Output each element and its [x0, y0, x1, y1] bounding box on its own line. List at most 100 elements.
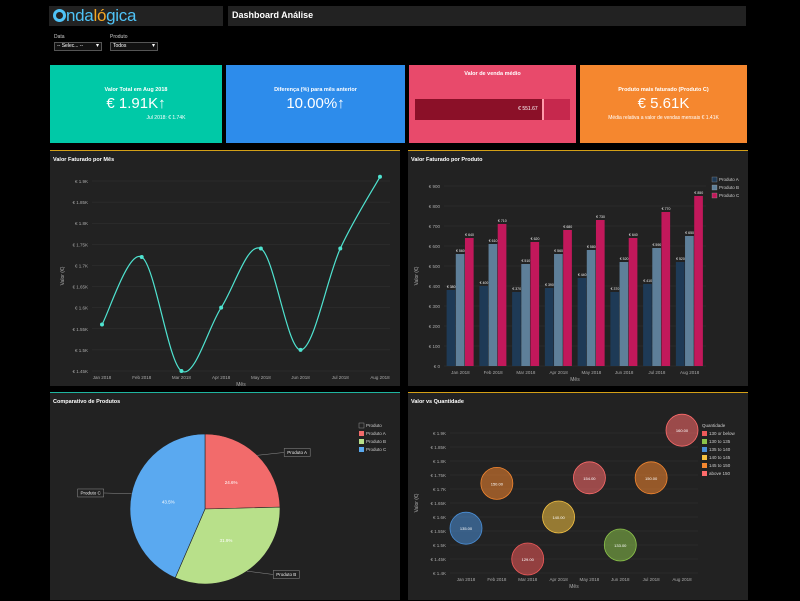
legend-label: Produto C — [719, 193, 740, 198]
bubble-chart[interactable]: € 1.4K € 1.45K € 1.5K € 1.55K € 1.6K € 1.65K €… — [408, 393, 748, 601]
x-axis-label: Mês — [570, 377, 580, 383]
bar — [675, 262, 685, 366]
bar-data-label: € 610 — [489, 239, 498, 243]
bar-data-label: € 850 — [694, 191, 703, 195]
bar-data-label: € 620 — [531, 237, 540, 241]
logo-part-4: gica — [106, 6, 137, 25]
x-tick-label: Jul 2018 — [332, 375, 350, 380]
bar — [544, 288, 554, 366]
product-filter: Produto Todos — [110, 34, 158, 51]
y-tick-label: € 1.9K — [75, 179, 88, 184]
kpi-subtext: Média relativa a valor de vendas mensais… — [608, 115, 719, 121]
y-tick-label: € 1.6K — [433, 515, 446, 520]
callout-line — [246, 570, 274, 575]
data-point — [298, 347, 303, 352]
legend-label: 135 to 140 — [709, 447, 731, 452]
y-tick-label: € 1.55K — [430, 529, 446, 534]
bubble — [480, 467, 514, 500]
x-axis-label: Mês — [569, 584, 579, 590]
legend-swatch — [359, 439, 364, 444]
x-tick-label: Jan 2018 — [451, 370, 470, 375]
x-tick-label: Mar 2018 — [518, 577, 538, 582]
bubble — [665, 413, 699, 447]
pie-slice — [129, 433, 206, 579]
legend-swatch — [702, 455, 707, 460]
bubble-label: 135.00 — [460, 526, 473, 531]
x-tick-label: Mar 2018 — [516, 370, 536, 375]
panel-title: Valor vs Quantidade — [411, 399, 464, 405]
x-tick-label: Aug 2018 — [680, 370, 700, 375]
product-select[interactable]: Todos — [110, 42, 158, 51]
y-tick-label: € 900 — [429, 184, 441, 189]
logo-part-3: ó — [96, 6, 107, 25]
series-line — [101, 176, 381, 373]
callout-label: Produto A — [287, 450, 307, 455]
slice-percent-label: 31.9% — [220, 538, 233, 543]
bar-chart-panel: Valor Faturado por Produto € 0 € 100 € 200… — [408, 150, 748, 386]
x-tick-label: Feb 2018 — [132, 375, 152, 380]
bar — [652, 248, 661, 366]
line-chart[interactable]: € 1.45K € 1.5K € 1.55K € 1.6K € 1.65K € 1.7K €… — [50, 151, 400, 387]
panel-title: Valor Faturado por Mês — [53, 157, 115, 163]
data-point — [100, 322, 104, 327]
x-tick-label: May 2018 — [251, 375, 271, 380]
callout-line — [257, 452, 285, 456]
data-point — [139, 255, 144, 259]
y-axis-label: Valor (€) — [414, 493, 420, 512]
title-bar: Dashboard Análise — [228, 6, 746, 26]
y-tick-label: € 700 — [429, 224, 441, 229]
y-tick-label: € 300 — [429, 304, 441, 309]
bar — [512, 292, 521, 366]
y-tick-label: € 1.45K — [72, 369, 88, 374]
bar — [446, 290, 456, 366]
date-select[interactable]: -- Selec... -- — [54, 42, 102, 51]
logo-box: ndalógica — [49, 6, 223, 26]
data-point — [179, 369, 184, 373]
panel-title: Comparativo de Produtos — [53, 399, 121, 405]
bar-data-label: € 580 — [587, 245, 596, 249]
bar — [479, 286, 489, 366]
company-logo[interactable]: ndalógica — [53, 6, 136, 26]
bar — [488, 244, 498, 366]
legend-swatch — [702, 463, 707, 468]
y-tick-label: € 1.45K — [430, 557, 446, 562]
x-tick-label: Mar 2018 — [172, 375, 192, 380]
bar — [643, 284, 652, 366]
data-point — [378, 174, 382, 179]
y-tick-label: € 1.55K — [72, 327, 88, 332]
y-tick-label: € 0 — [434, 364, 441, 369]
x-tick-label: Jun 2018 — [611, 577, 630, 582]
legend-label: 145 to 150 — [709, 463, 731, 468]
y-tick-label: € 1.65K — [72, 285, 88, 290]
bubble — [542, 500, 575, 534]
bar-chart[interactable]: € 0 € 100 € 200 € 300 € 400 € 500 € 600 € 700 € … — [408, 151, 748, 387]
y-tick-label: € 1.85K — [430, 445, 446, 450]
y-tick-label: € 100 — [429, 344, 441, 349]
bar — [586, 250, 596, 366]
kpi-average-sale: Valor de venda médio € 551.67 — [409, 65, 576, 143]
y-tick-label: € 1.9K — [433, 431, 446, 436]
legend-swatch — [702, 471, 707, 476]
legend-label: 130 to 135 — [709, 439, 731, 444]
x-tick-label: Feb 2018 — [487, 577, 507, 582]
bar-data-label: € 370 — [512, 287, 521, 291]
x-axis-label: Mês — [236, 382, 246, 387]
x-tick-label: Jan 2018 — [93, 375, 112, 380]
bubble-label: 140.00 — [552, 515, 565, 520]
kpi-label: Produto mais faturado (Produto C) — [618, 87, 709, 93]
gauge-track: € 551.67 — [415, 99, 570, 120]
legend-swatch — [711, 176, 718, 183]
pie-chart[interactable]: 24.6% Produto A 31.9% Produto B 43.5% Produto… — [50, 393, 400, 601]
legend-label: above 150 — [709, 471, 731, 476]
legend-label: Produto C — [366, 447, 387, 452]
bar — [464, 238, 474, 366]
bubble — [603, 528, 637, 562]
bar — [530, 242, 540, 366]
y-tick-label: € 1.75K — [430, 473, 446, 478]
bar-data-label: € 370 — [611, 287, 620, 291]
pie-slice — [174, 506, 281, 585]
bar — [619, 262, 629, 366]
y-tick-label: € 1.6K — [75, 306, 88, 311]
x-tick-label: Jul 2018 — [648, 370, 666, 375]
callout-box — [272, 570, 300, 579]
